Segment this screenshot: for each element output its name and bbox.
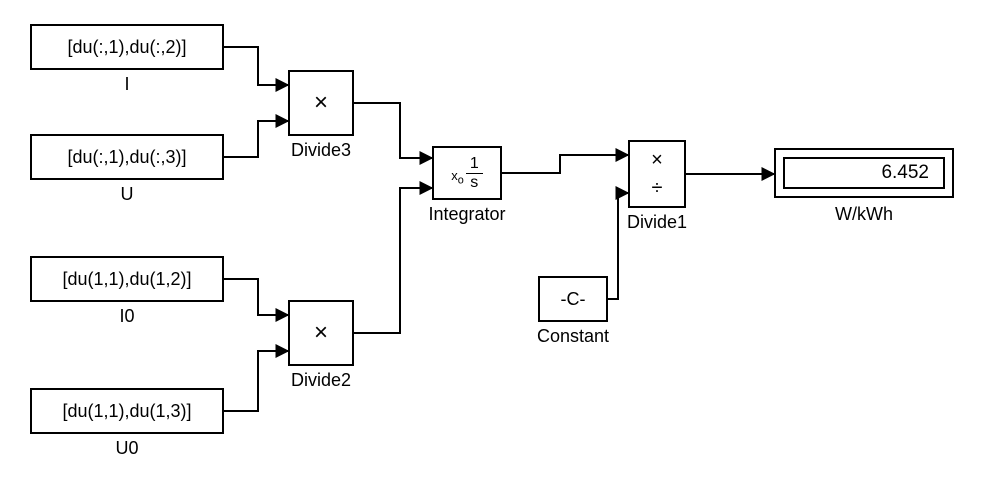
label-U: U <box>30 184 224 205</box>
block-from-workspace-I[interactable]: [du(:,1),du(:,2)] <box>30 24 224 70</box>
wire <box>224 279 288 315</box>
wire <box>608 193 628 299</box>
label-display: W/kWh <box>774 204 954 225</box>
block-integrator[interactable]: xo 1 s <box>432 146 502 200</box>
block-divide1[interactable]: × ÷ <box>628 140 686 208</box>
divide-stack: × ÷ <box>651 150 663 198</box>
diagram-canvas: [du(:,1),du(:,2)] I [du(:,1),du(:,3)] U … <box>0 0 1000 501</box>
ic-sub: o <box>458 175 464 187</box>
block-from-workspace-U[interactable]: [du(:,1),du(:,3)] <box>30 134 224 180</box>
wire <box>224 47 288 85</box>
multiply-icon: × <box>314 319 328 347</box>
block-display[interactable]: 6.452 <box>774 148 954 198</box>
block-text: [du(:,1),du(:,2)] <box>67 37 186 58</box>
label-divide2: Divide2 <box>270 370 372 391</box>
block-from-workspace-U0[interactable]: [du(1,1),du(1,3)] <box>30 388 224 434</box>
label-I: I <box>30 74 224 95</box>
multiply-icon: × <box>651 150 663 170</box>
block-divide3[interactable]: × <box>288 70 354 136</box>
label-divide1: Divide1 <box>610 212 704 233</box>
frac-num: 1 <box>466 156 483 174</box>
constant-text: -C- <box>561 289 586 310</box>
divide-icon: ÷ <box>652 178 663 198</box>
block-constant[interactable]: -C- <box>538 276 608 322</box>
frac-den: s <box>470 174 478 191</box>
block-from-workspace-I0[interactable]: [du(1,1),du(1,2)] <box>30 256 224 302</box>
label-constant: Constant <box>518 326 628 347</box>
wire <box>502 155 628 173</box>
integrator-fraction: 1 s <box>466 156 483 191</box>
block-text: [du(1,1),du(1,2)] <box>62 269 191 290</box>
block-text: [du(1,1),du(1,3)] <box>62 401 191 422</box>
label-integrator: Integrator <box>410 204 524 225</box>
multiply-icon: × <box>314 89 328 117</box>
block-text: [du(:,1),du(:,3)] <box>67 147 186 168</box>
block-divide2[interactable]: × <box>288 300 354 366</box>
integrator-ic: xo <box>451 168 464 187</box>
label-I0: I0 <box>30 306 224 327</box>
integrator-content: xo 1 s <box>451 156 482 191</box>
label-U0: U0 <box>30 438 224 459</box>
label-divide3: Divide3 <box>270 140 372 161</box>
display-value: 6.452 <box>881 162 929 184</box>
display-value-box: 6.452 <box>783 157 945 189</box>
